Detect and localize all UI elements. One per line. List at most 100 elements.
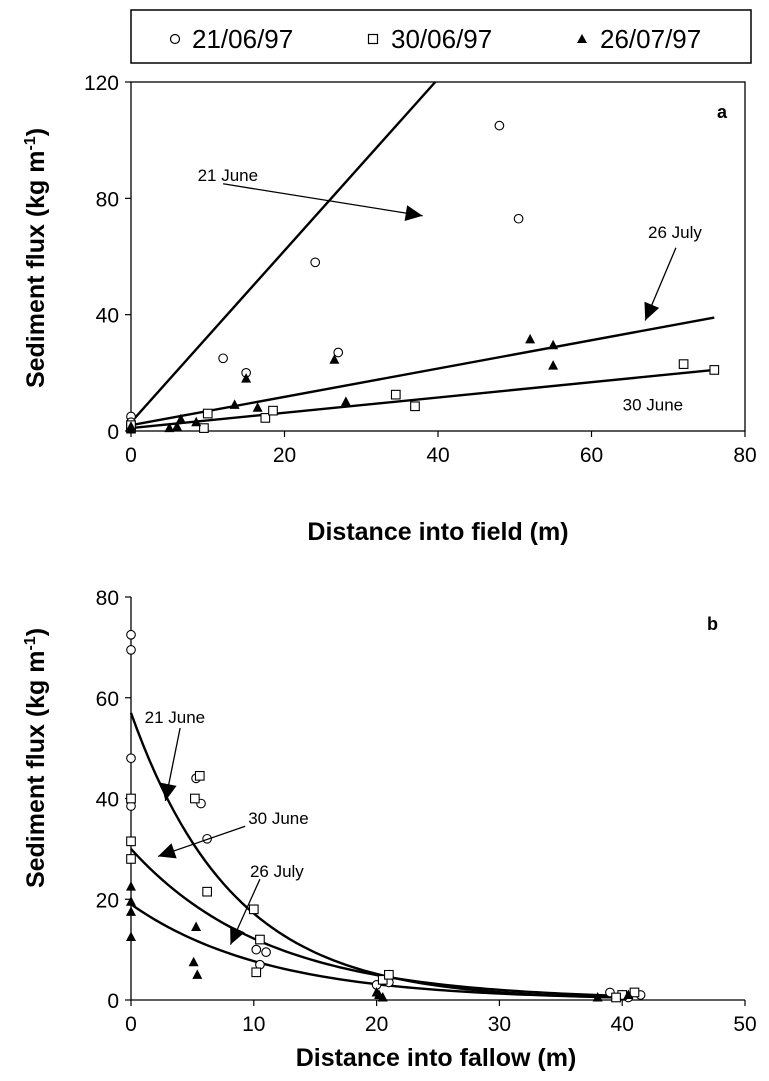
panel-b-y-tick-label: 20 <box>96 889 119 912</box>
panel-b-y-axis-title: Sediment flux (kg m-1) <box>22 628 50 888</box>
panel-a-point-triangle <box>548 339 559 350</box>
panel-a-fit-line <box>130 81 437 424</box>
panel-a-x-tick-label: 40 <box>426 444 449 467</box>
panel-b-marks: 0 10 20 30 40 50 0 20 40 60 80 21 June 30 June 26 Jul… <box>96 587 757 1036</box>
panel-b-point-square <box>248 904 259 915</box>
panel-b-label: b <box>707 614 718 634</box>
panel-b-point-square <box>384 969 394 980</box>
panel-a-point-square <box>199 423 209 433</box>
panel-a-y-tick-label: 40 <box>96 305 119 328</box>
panel-b-point-circle <box>126 645 136 655</box>
panel-a-point-circle <box>494 120 505 131</box>
panel-a-y-axis-title-main: Sediment flux (kg m <box>22 151 50 389</box>
panel-b-point-square <box>202 886 212 897</box>
panel-a-x-tick-label: 80 <box>733 444 756 467</box>
panel-a-plot-frame <box>130 81 746 432</box>
panel-a-y-axis-title-sup: -1 <box>22 136 39 150</box>
panel-a-point-triangle <box>175 413 186 424</box>
panel-a-point-square <box>268 405 278 416</box>
panel-b-x-tick-label: 40 <box>611 1013 634 1036</box>
panel-b-y-tick-label: 40 <box>96 789 119 812</box>
panel-b-point-triangle <box>126 881 136 891</box>
panel-b-annotation-label: 26 July <box>250 862 304 881</box>
panel-b-point-square <box>190 793 200 804</box>
panel-a-annotation-label: 30 June <box>623 396 684 415</box>
panel-a-point-circle <box>310 257 321 268</box>
panel-a-x-tick-label: 60 <box>580 444 603 467</box>
legend-label-3: 26/07/97 <box>600 24 701 54</box>
panel-b-point-square <box>629 987 640 998</box>
panel-b-y-axis-title-main: Sediment flux (kg m <box>22 651 50 889</box>
panel-a-point-triangle <box>241 373 252 383</box>
panel-b-x-tick-label: 30 <box>488 1013 511 1036</box>
panel-b-point-circle <box>126 753 136 764</box>
panel-b-point-circle <box>261 947 271 957</box>
panel-b-x-tick-label: 50 <box>733 1013 756 1036</box>
panel-a-x-tick-label: 20 <box>273 444 296 467</box>
panel-a-annotation-label: 26 July <box>648 223 702 242</box>
panel-a-point-triangle <box>172 421 183 431</box>
panel-a-point-circle <box>333 347 344 358</box>
panel-b-x-axis-title: Distance into fallow (m) <box>296 1044 577 1072</box>
panel-b-y-tick-label: 60 <box>96 688 119 711</box>
panel-b-point-square <box>126 836 136 847</box>
panel-b-annotation-label: 21 June <box>145 708 206 727</box>
panel-b-annotation-label: 30 June <box>248 809 308 828</box>
legend-label-2: 30/06/97 <box>391 24 492 54</box>
panel-b-point-square <box>126 854 136 864</box>
panel-b-point-circle <box>126 629 136 640</box>
panel-a-point-triangle <box>340 396 351 406</box>
panel-b-point-triangle <box>126 906 136 916</box>
panel-b-x-tick-label: 20 <box>365 1013 388 1036</box>
panel-b-point-triangle <box>592 991 603 1002</box>
panel-a-point-square <box>202 408 213 419</box>
panel-b-point-triangle <box>192 969 203 979</box>
panel-b-point-triangle <box>191 921 202 931</box>
panel-b-point-square <box>194 770 205 781</box>
panel-b-y-tick-label: 80 <box>96 587 119 610</box>
panel-a-fit-line <box>130 316 715 427</box>
panel-a-point-triangle <box>229 399 240 409</box>
panel-a: a Distance into field (m) Sediment flux … <box>22 81 746 546</box>
panel-b-point-circle <box>251 944 262 955</box>
panel-a-point-triangle <box>548 360 559 370</box>
panel-a-point-triangle <box>191 416 202 427</box>
panel-a-point-triangle <box>525 333 536 344</box>
panel-b-annotation-arrow-head <box>158 843 177 859</box>
panel-b-point-square <box>255 934 265 945</box>
panel-a-point-circle <box>513 213 524 224</box>
panel-a-y-axis-title-close: ) <box>22 128 50 136</box>
panel-a-annotation-arrow-shaft <box>222 183 423 217</box>
legend: 21/06/97 30/06/97 26/07/97 <box>130 9 752 64</box>
panel-a-y-axis-title: Sediment flux (kg m-1) <box>22 128 50 388</box>
panel-b-point-triangle <box>188 956 199 967</box>
panel-b-y-axis-title-sup: -1 <box>22 636 39 650</box>
panel-b-annotation-arrow-head <box>230 925 245 945</box>
panel-a-annotation-arrow-head <box>644 301 660 321</box>
panel-a-y-tick-label: 120 <box>84 72 119 95</box>
panel-b-point-square <box>126 793 136 804</box>
panel-b-point-triangle <box>374 989 385 999</box>
panel-b-y-tick-label: 0 <box>107 990 119 1013</box>
panel-b-annotation-arrow-head <box>160 782 177 802</box>
panel-a-annotation-label: 21 June <box>198 166 259 185</box>
panel-b-x-tick-label: 0 <box>125 1013 137 1036</box>
legend-entry-2: 30/06/97 <box>367 24 492 54</box>
panel-b-fit-curve <box>129 712 623 999</box>
panel-a-label: a <box>717 102 728 122</box>
panel-a-point-triangle <box>164 422 175 433</box>
panel-a-point-square <box>390 389 401 400</box>
legend-marker-circle <box>169 33 181 45</box>
panel-b-point-triangle <box>623 989 634 999</box>
panel-a-point-square <box>410 401 420 412</box>
panel-b-point-square <box>251 967 262 978</box>
panel-a-point-circle <box>218 353 228 364</box>
panel-a-point-triangle <box>329 354 340 364</box>
panel-b-x-tick-label: 10 <box>242 1013 265 1036</box>
panel-b-point-square <box>611 992 621 1003</box>
panel-a-point-triangle <box>252 402 263 412</box>
panel-a-x-axis-title: Distance into field (m) <box>307 518 568 546</box>
panel-a-fit-line <box>130 368 715 430</box>
panel-b-plot-frame <box>131 597 745 714</box>
